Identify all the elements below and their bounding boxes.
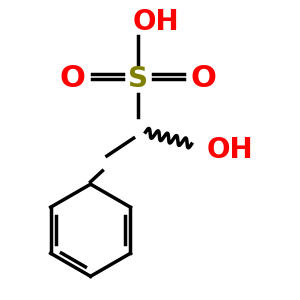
- Text: O: O: [190, 64, 216, 93]
- Text: OH: OH: [207, 136, 253, 164]
- Text: O: O: [60, 64, 86, 93]
- Text: S: S: [128, 65, 148, 93]
- Text: OH: OH: [133, 8, 179, 36]
